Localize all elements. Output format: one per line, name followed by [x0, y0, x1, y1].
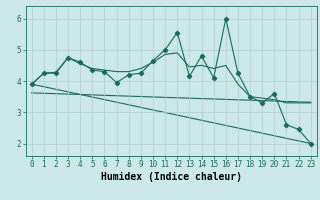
X-axis label: Humidex (Indice chaleur): Humidex (Indice chaleur)	[101, 172, 242, 182]
